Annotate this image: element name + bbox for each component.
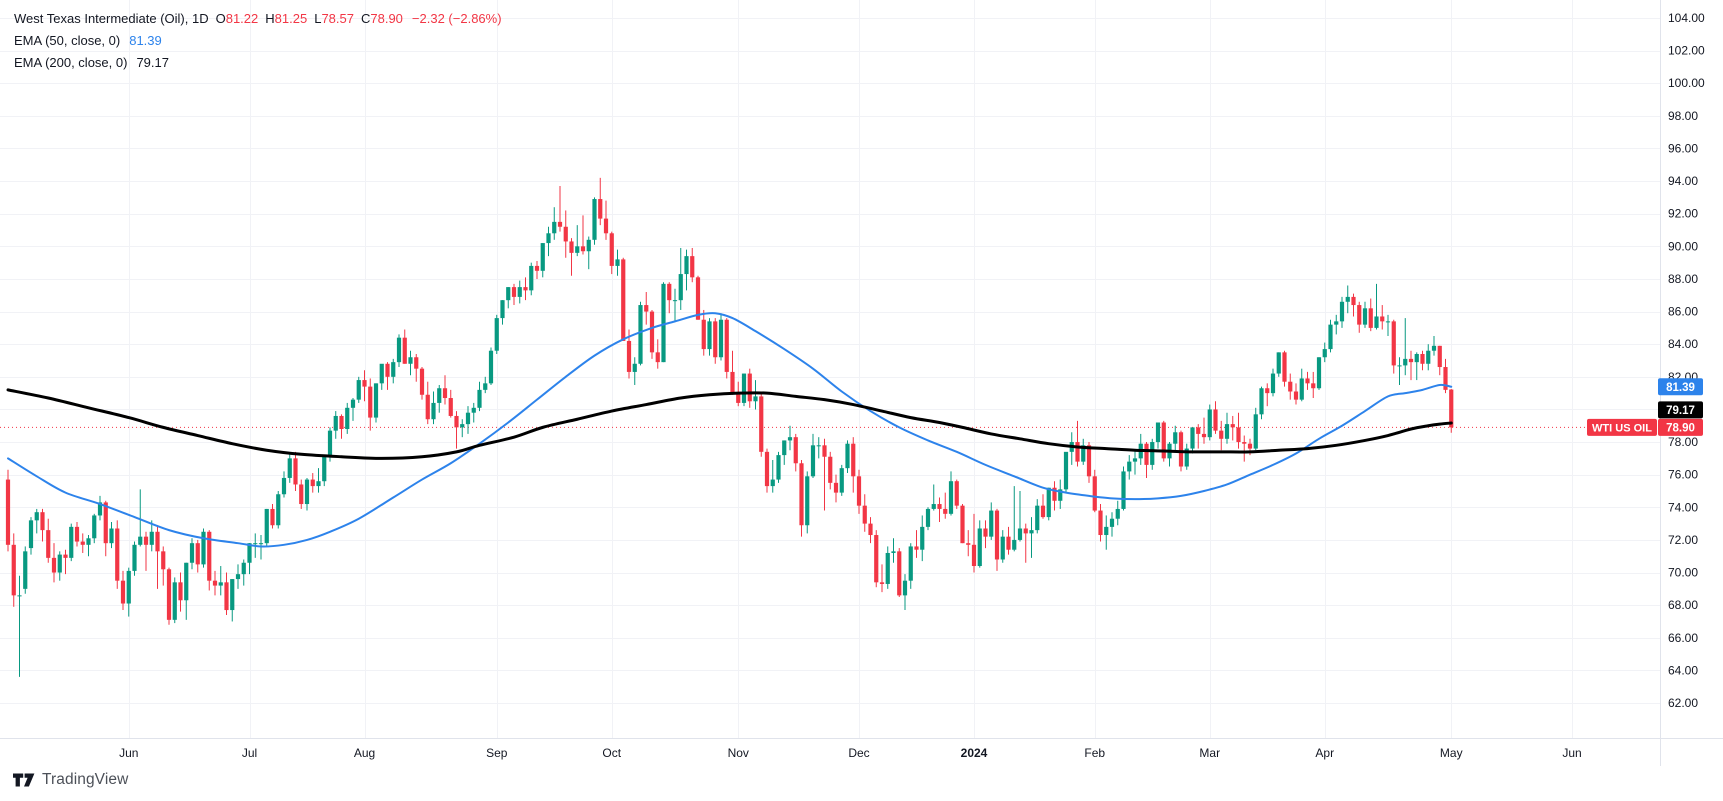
- ema50-label: EMA (50, close, 0): [14, 33, 121, 48]
- svg-text:102.00: 102.00: [1668, 44, 1705, 58]
- svg-text:WTI US OIL: WTI US OIL: [1592, 422, 1652, 434]
- svg-text:Jun: Jun: [119, 746, 138, 760]
- last-price-badges: 81.39 79.17 WTI US OIL 78.90: [1587, 378, 1703, 436]
- legend-ema50-row[interactable]: EMA (50, close, 0) 81.39: [14, 30, 502, 52]
- svg-text:72.00: 72.00: [1668, 533, 1698, 547]
- change-value: −2.32 (−2.86%): [411, 11, 502, 26]
- svg-text:2024: 2024: [961, 746, 988, 760]
- svg-text:76.00: 76.00: [1668, 468, 1698, 482]
- svg-text:66.00: 66.00: [1668, 631, 1698, 645]
- ema50-line: [7, 312, 1453, 548]
- svg-text:104.00: 104.00: [1668, 11, 1705, 25]
- svg-text:79.17: 79.17: [1666, 405, 1695, 417]
- svg-text:Mar: Mar: [1199, 746, 1220, 760]
- svg-text:100.00: 100.00: [1668, 76, 1705, 90]
- ohlc-open: O81.22: [215, 11, 259, 26]
- svg-text:62.00: 62.00: [1668, 696, 1698, 710]
- time-axis[interactable]: Jun Jul Aug Sep Oct Nov Dec 2024 Feb Mar Apr May Jun: [119, 746, 1582, 760]
- grid-lines: [0, 0, 1660, 738]
- ohlc-close: C78.90: [360, 11, 403, 26]
- svg-text:Oct: Oct: [602, 746, 621, 760]
- tradingview-logo-icon: [13, 773, 35, 787]
- svg-text:Jul: Jul: [242, 746, 257, 760]
- svg-text:74.00: 74.00: [1668, 500, 1698, 514]
- ohlc-low: L78.57: [314, 11, 354, 26]
- svg-text:Nov: Nov: [728, 746, 749, 760]
- svg-text:84.00: 84.00: [1668, 337, 1698, 351]
- svg-text:98.00: 98.00: [1668, 109, 1698, 123]
- svg-text:96.00: 96.00: [1668, 141, 1698, 155]
- svg-text:Aug: Aug: [354, 746, 375, 760]
- close-value-badge: [1658, 418, 1703, 436]
- svg-text:64.00: 64.00: [1668, 663, 1698, 677]
- ema200-value: 79.17: [136, 55, 169, 70]
- svg-text:94.00: 94.00: [1668, 174, 1698, 188]
- svg-text:Feb: Feb: [1084, 746, 1105, 760]
- svg-text:May: May: [1440, 746, 1463, 760]
- svg-text:68.00: 68.00: [1668, 598, 1698, 612]
- svg-text:81.39: 81.39: [1666, 382, 1695, 394]
- tradingview-logo-text: TradingView: [42, 771, 129, 788]
- ema200-line: [6, 388, 1453, 460]
- ema200-value-badge: [1658, 401, 1703, 419]
- legend-ema200-row[interactable]: EMA (200, close, 0) 79.17: [14, 52, 502, 74]
- svg-text:78.90: 78.90: [1666, 422, 1695, 434]
- tradingview-logo[interactable]: TradingView: [13, 771, 128, 789]
- svg-text:Apr: Apr: [1315, 746, 1334, 760]
- svg-text:Sep: Sep: [486, 746, 508, 760]
- svg-text:88.00: 88.00: [1668, 272, 1698, 286]
- svg-text:70.00: 70.00: [1668, 566, 1698, 580]
- ema200-label: EMA (200, close, 0): [14, 55, 128, 70]
- symbol-title: West Texas Intermediate (Oil), 1D: [14, 11, 209, 26]
- ema50-value: 81.39: [129, 33, 162, 48]
- legend-symbol-row[interactable]: West Texas Intermediate (Oil), 1D O81.22 H…: [14, 8, 502, 30]
- price-line-label: [1587, 418, 1657, 436]
- svg-text:78.00: 78.00: [1668, 435, 1698, 449]
- svg-text:86.00: 86.00: [1668, 305, 1698, 319]
- svg-text:Jun: Jun: [1562, 746, 1581, 760]
- svg-text:Dec: Dec: [848, 746, 869, 760]
- ohlc-high: H81.25: [265, 11, 308, 26]
- ema50-value-badge: [1658, 378, 1703, 396]
- svg-text:92.00: 92.00: [1668, 207, 1698, 221]
- chart-legend: West Texas Intermediate (Oil), 1D O81.22 H…: [14, 8, 502, 74]
- svg-text:90.00: 90.00: [1668, 239, 1698, 253]
- candlestick-series: [5, 177, 1454, 677]
